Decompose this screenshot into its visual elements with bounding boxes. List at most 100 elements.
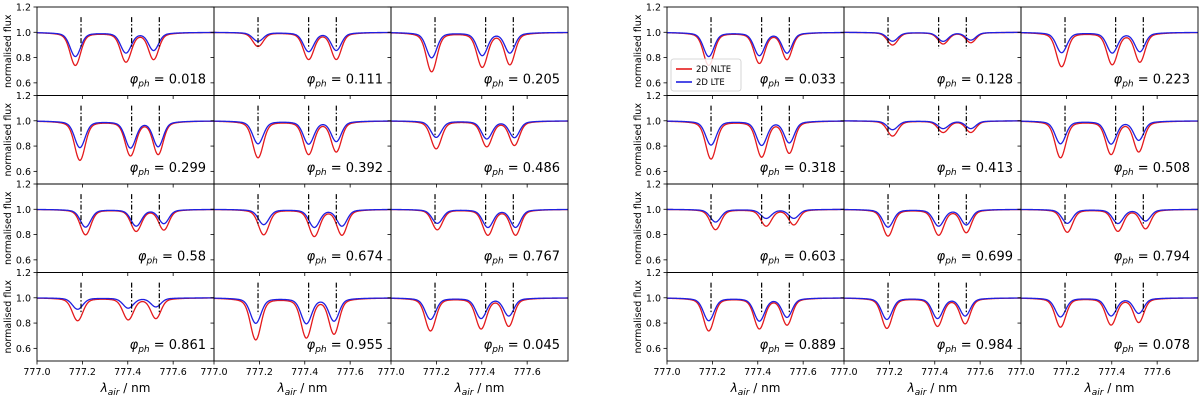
panel-5: φph = 0.413: [840, 95, 1022, 188]
x-tick-label: 777.4: [291, 367, 318, 378]
y-tick-label: 0.6: [16, 344, 31, 355]
nlte-line: [37, 120, 214, 162]
lte-line: [391, 208, 568, 229]
y-axis-label: normalised flux: [633, 103, 644, 177]
y-axis-label: normalised flux: [633, 14, 644, 88]
x-tick-label: 777.4: [744, 367, 771, 378]
y-tick-label: 0.8: [646, 53, 661, 64]
panel-3: φph = 0.223: [1017, 6, 1199, 99]
panel-frame: [1020, 272, 1199, 362]
panel-5: φph = 0.392: [210, 95, 392, 188]
y-tick-label: 0.8: [16, 142, 31, 153]
phase-label: φph = 0.392: [307, 161, 383, 178]
x-tick-label: 777.4: [1098, 367, 1125, 378]
panel-3: φph = 0.205: [387, 6, 569, 99]
y-tick-label: 1.2: [16, 91, 31, 102]
panel-8: φph = 0.674: [210, 183, 392, 276]
x-tick-label: 777.6: [967, 367, 994, 378]
phase-label: φph = 0.861: [130, 338, 206, 355]
phase-label: φph = 0.58: [138, 250, 206, 267]
nlte-line: [391, 120, 568, 150]
y-tick-label: 1.2: [646, 268, 661, 279]
phase-label: φph = 0.223: [1114, 73, 1190, 90]
lte-line: [1021, 120, 1198, 145]
panel-11: 777.0 777.2 777.4 777.6 φph = 0.955: [200, 272, 392, 378]
phase-label: φph = 0.486: [484, 161, 560, 178]
lte-line: [844, 120, 1021, 131]
y-tick-label: 0.6: [646, 78, 661, 89]
y-axis-label: normalised flux: [3, 191, 14, 265]
nlte-line: [391, 297, 568, 332]
x-tick-label: 777.2: [699, 367, 726, 378]
lte-line: [1021, 208, 1198, 225]
nlte-line: [1021, 208, 1198, 233]
y-tick-label: 1.2: [646, 180, 661, 191]
y-tick-label: 1.2: [646, 91, 661, 102]
panel-12: 777.0 777.2 777.4 777.6 φph = 0.045: [377, 272, 569, 378]
lte-line: [214, 120, 391, 145]
y-axis-label: normalised flux: [633, 191, 644, 265]
lte-line: [667, 208, 844, 223]
lte-line: [37, 120, 214, 149]
panel-6: φph = 0.508: [1017, 95, 1199, 188]
x-axis-label: λair / nm: [277, 381, 328, 398]
phase-label: φph = 0.078: [1114, 338, 1190, 355]
phase-label: φph = 0.318: [760, 161, 836, 178]
y-tick-label: 0.8: [646, 230, 661, 241]
x-tick-label: 777.4: [921, 367, 948, 378]
phase-label: φph = 0.767: [484, 250, 560, 267]
panel-8: φph = 0.699: [840, 183, 1022, 276]
lte-line: [1021, 31, 1198, 54]
y-tick-label: 1.0: [16, 28, 31, 39]
nlte-line: [37, 31, 214, 67]
lte-line: [844, 297, 1021, 321]
phase-label: φph = 0.955: [307, 338, 383, 355]
y-tick-label: 1.2: [16, 3, 31, 14]
x-tick-label: 777.6: [160, 367, 187, 378]
nlte-line: [667, 120, 844, 160]
phase-label: φph = 0.413: [937, 161, 1013, 178]
nlte-line: [844, 297, 1021, 330]
lte-line: [37, 31, 214, 58]
x-tick-label: 777.6: [514, 367, 541, 378]
x-tick-label: 777.4: [114, 367, 141, 378]
y-tick-label: 0.6: [646, 344, 661, 355]
y-tick-label: 1.0: [646, 28, 661, 39]
y-tick-label: 0.8: [646, 142, 661, 153]
y-tick-label: 0.6: [646, 167, 661, 178]
lte-line: [391, 297, 568, 321]
y-tick-label: 1.0: [16, 293, 31, 304]
y-axis-label: normalised flux: [3, 14, 14, 88]
x-tick-label: 777.6: [1144, 367, 1171, 378]
nlte-line: [1021, 297, 1198, 328]
x-tick-label: 777.0: [1007, 367, 1034, 378]
phase-label: φph = 0.984: [937, 338, 1013, 355]
panel-10: 0.6 0.8 1.0 1.2 777.0 777.2 777.4 777.6 normalis…: [633, 268, 845, 378]
x-tick-label: 777.2: [876, 367, 903, 378]
phase-label: φph = 0.794: [1114, 250, 1190, 267]
y-tick-label: 1.2: [16, 268, 31, 279]
x-tick-label: 777.0: [653, 367, 680, 378]
x-tick-label: 777.0: [830, 367, 857, 378]
legend-label: 2D LTE: [696, 78, 725, 88]
x-axis-label: λair / nm: [1084, 381, 1135, 398]
x-tick-label: 777.2: [1053, 367, 1080, 378]
x-axis-label: λair / nm: [730, 381, 781, 398]
y-tick-label: 0.8: [646, 319, 661, 330]
phase-label: φph = 0.205: [484, 73, 560, 90]
panel-frame: [390, 272, 569, 362]
x-axis-label: λair / nm: [100, 381, 151, 398]
nlte-line: [844, 120, 1021, 137]
y-tick-label: 0.8: [16, 53, 31, 64]
lte-line: [391, 120, 568, 140]
x-tick-label: 777.0: [23, 367, 50, 378]
y-tick-label: 1.0: [646, 293, 661, 304]
y-tick-label: 0.6: [16, 255, 31, 266]
lte-line: [37, 208, 214, 228]
x-tick-label: 777.6: [337, 367, 364, 378]
